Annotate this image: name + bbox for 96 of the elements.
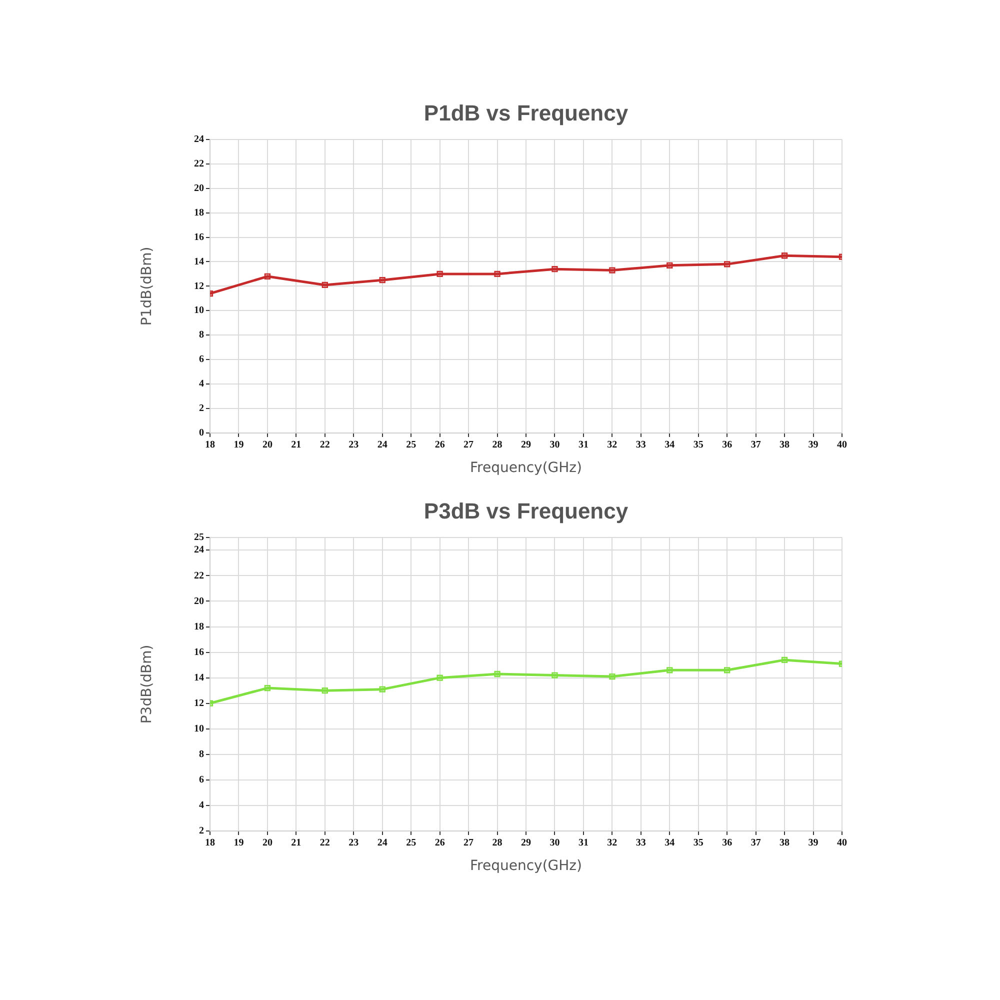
y-tick-label: 10 — [194, 305, 204, 316]
point — [322, 688, 328, 694]
x-tick-label: 40 — [837, 440, 847, 451]
x-tick-label: 20 — [262, 838, 272, 849]
x-tick-label: 25 — [406, 838, 416, 849]
x-tick-label: 38 — [780, 838, 790, 849]
x-tick-label: 33 — [636, 838, 646, 849]
y-tick-label: 12 — [194, 280, 204, 292]
y-tick-label: 24 — [194, 544, 204, 556]
point — [781, 252, 788, 259]
point — [322, 282, 328, 288]
x-tick-label: 32 — [607, 838, 618, 849]
x-tick-label: 22 — [320, 838, 330, 849]
x-tick-label: 19 — [234, 838, 244, 849]
x-tick-label: 34 — [664, 838, 675, 849]
point — [724, 261, 730, 268]
point — [552, 266, 558, 272]
point — [264, 273, 271, 280]
y-tick-label: 0 — [199, 428, 204, 439]
x-axis-title: Frequency(GHz) — [470, 858, 582, 874]
y-tick-label: 6 — [199, 354, 204, 366]
y-tick-label: 8 — [199, 330, 204, 341]
x-tick-label: 26 — [434, 440, 445, 451]
point — [379, 277, 386, 284]
x-tick-label: 29 — [521, 838, 531, 849]
point — [494, 270, 500, 278]
x-axis-title: Frequency(GHz) — [470, 460, 582, 476]
y-tick-label: 22 — [194, 158, 204, 170]
x-tick-label: 27 — [464, 440, 474, 451]
point — [609, 673, 616, 680]
y-axis-title: P3dB(dBm) — [139, 644, 156, 724]
y-tick-label: 18 — [194, 621, 204, 632]
x-tick-label: 21 — [291, 440, 302, 451]
y-tick-label: 10 — [194, 723, 204, 734]
x-tick-label: 35 — [693, 440, 704, 451]
y-tick-label: 2 — [199, 826, 204, 837]
chart-title: P3dB vs Frequency — [424, 498, 629, 524]
x-tick-label: 19 — [234, 440, 244, 451]
x-tick-label: 36 — [722, 440, 732, 451]
x-tick-label: 20 — [262, 440, 272, 451]
point — [666, 262, 673, 268]
y-tick-label: 12 — [194, 698, 204, 709]
y-tick-label: 24 — [194, 134, 204, 145]
x-tick-label: 22 — [320, 440, 330, 451]
x-tick-label: 23 — [348, 838, 359, 849]
x-tick-label: 28 — [492, 440, 502, 451]
point — [781, 656, 788, 664]
x-tick-label: 37 — [750, 440, 761, 451]
point — [264, 684, 271, 692]
x-tick-label: 35 — [693, 838, 704, 849]
x-tick-label: 30 — [550, 440, 560, 451]
x-tick-label: 31 — [578, 440, 588, 451]
point — [724, 667, 730, 674]
point — [436, 674, 443, 681]
x-tick-label: 27 — [464, 838, 474, 849]
x-tick-label: 39 — [808, 440, 818, 451]
x-tick-label: 32 — [607, 440, 618, 451]
x-tick-label: 36 — [722, 838, 732, 849]
point — [379, 686, 386, 692]
point — [552, 672, 558, 678]
x-tick-label: 40 — [837, 838, 847, 849]
point — [436, 270, 443, 278]
y-tick-label: 20 — [194, 596, 204, 607]
y-tick-label: 6 — [199, 774, 204, 786]
x-tick-label: 26 — [434, 838, 445, 849]
x-tick-label: 29 — [521, 440, 531, 451]
y-axis-title: P1dB(dBm) — [139, 246, 156, 326]
x-tick-label: 34 — [664, 440, 675, 451]
x-tick-label: 25 — [406, 440, 416, 451]
y-tick-label: 4 — [199, 800, 204, 812]
x-tick-label: 38 — [780, 440, 790, 451]
y-tick-label: 4 — [199, 378, 204, 390]
y-tick-label: 2 — [199, 403, 204, 414]
y-tick-label: 18 — [194, 207, 204, 218]
x-tick-label: 33 — [636, 440, 646, 451]
y-tick-label: 14 — [194, 672, 204, 684]
x-tick-label: 30 — [550, 838, 560, 849]
y-tick-label: 16 — [194, 232, 204, 243]
chart-title: P1dB vs Frequency — [424, 100, 629, 126]
x-tick-label: 39 — [808, 838, 818, 849]
x-tick-label: 31 — [578, 838, 588, 849]
y-tick-label: 14 — [194, 256, 204, 268]
x-tick-label: 21 — [291, 838, 302, 849]
y-tick-label: 25 — [194, 532, 204, 543]
point — [494, 670, 500, 678]
x-tick-label: 28 — [492, 838, 502, 849]
y-tick-label: 20 — [194, 182, 204, 194]
y-tick-label: 16 — [194, 646, 204, 658]
y-tick-label: 8 — [199, 748, 204, 760]
point — [609, 267, 616, 274]
x-tick-label: 24 — [377, 440, 388, 451]
x-tick-label: 23 — [348, 440, 359, 451]
point — [666, 667, 673, 674]
y-tick-label: 22 — [194, 570, 204, 582]
x-tick-label: 37 — [750, 838, 761, 849]
x-tick-label: 24 — [377, 838, 388, 849]
